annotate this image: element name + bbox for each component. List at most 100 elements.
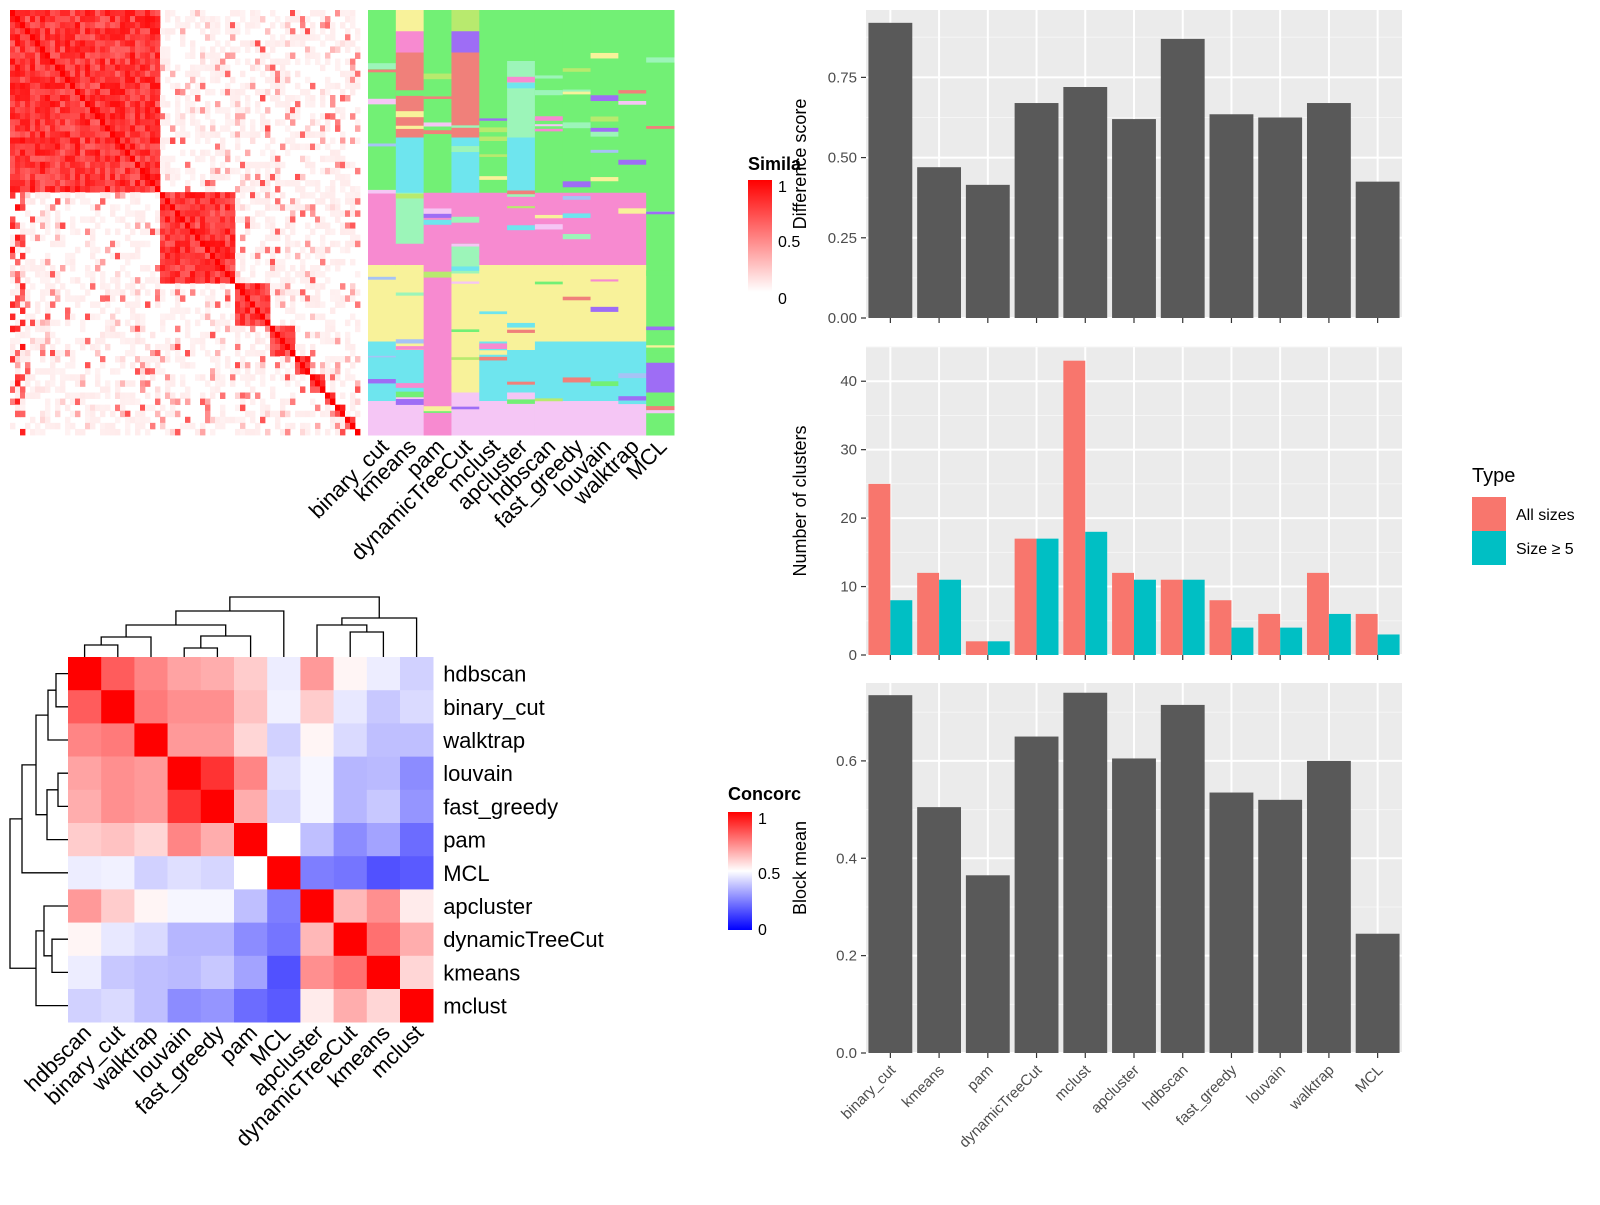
similarity-cell (155, 362, 161, 369)
similarity-cell (45, 149, 51, 157)
similarity-cell (265, 28, 271, 35)
concordance-cell (101, 889, 135, 923)
similarity-cell (150, 113, 156, 120)
similarity-cell (335, 374, 341, 381)
similarity-cell (195, 192, 201, 199)
similarity-cell (325, 76, 331, 84)
similarity-cell (205, 410, 211, 418)
similarity-cell (305, 131, 311, 138)
concordance-cell (101, 955, 135, 990)
similarity-cell (145, 58, 151, 66)
similarity-cell (110, 58, 116, 66)
similarity-cell (165, 240, 171, 248)
similarity-cell (350, 283, 356, 290)
similarity-cell (90, 180, 96, 187)
cluster-type-legend: Type All sizes Size ≥ 5 (1472, 465, 1575, 565)
similarity-cell (60, 46, 66, 53)
similarity-cell (120, 186, 126, 193)
similarity-cell (155, 119, 161, 126)
similarity-cell (120, 180, 126, 187)
similarity-cell (105, 192, 111, 199)
concordance-cell (300, 690, 334, 724)
similarity-cell (320, 192, 326, 199)
similarity-cell (190, 246, 196, 254)
similarity-cell (305, 16, 311, 23)
similarity-cell (170, 222, 176, 229)
similarity-cell (40, 40, 46, 47)
similarity-cell (140, 265, 146, 272)
similarity-cell (260, 295, 266, 302)
cluster-segment (646, 392, 675, 436)
similarity-cell (40, 173, 46, 181)
similarity-cell (240, 216, 246, 223)
similarity-cell (120, 22, 126, 29)
similarity-cell (65, 58, 71, 66)
similarity-cell (280, 337, 286, 345)
similarity-cell (290, 398, 296, 406)
similarity-cell (15, 10, 21, 17)
similarity-cell (155, 137, 161, 144)
similarity-cell (180, 40, 186, 47)
similarity-cell (25, 70, 31, 78)
similarity-cell (120, 356, 126, 363)
similarity-cell (50, 362, 56, 369)
similarity-cell (340, 380, 346, 387)
similarity-cell (50, 173, 56, 181)
similarity-cell (135, 76, 141, 84)
similarity-cell (35, 82, 41, 90)
similarity-cell (305, 252, 311, 260)
similarity-cell (15, 386, 21, 393)
concordance-cell (366, 690, 401, 724)
legend-swatch-size-5 (1472, 531, 1506, 565)
similarity-cell (60, 368, 66, 375)
similarity-cell (170, 82, 176, 90)
similarity-cell (90, 216, 96, 223)
similarity-cell (350, 113, 356, 120)
similarity-cell (15, 301, 21, 308)
similarity-cell (340, 295, 346, 302)
similarity-cell (120, 10, 126, 17)
similarity-cell (330, 289, 336, 296)
similarity-cell (45, 368, 51, 375)
similarity-cell (65, 22, 71, 29)
similarity-cell (345, 374, 351, 381)
similarity-cell (20, 410, 26, 418)
similarity-cell (20, 70, 26, 78)
similarity-cell (335, 362, 341, 369)
similarity-cell (45, 113, 51, 120)
similarity-cell (325, 228, 331, 236)
cluster-stripe (479, 356, 508, 361)
similarity-method-labels: binary_cutkmeanspamdynamicTreeCutmclusta… (304, 434, 672, 565)
similarity-cell (220, 392, 226, 399)
similarity-cell (210, 28, 216, 35)
similarity-cell (340, 404, 346, 412)
similarity-cell (130, 76, 136, 84)
similarity-cell (30, 95, 36, 102)
similarity-cell (175, 88, 181, 96)
similarity-cell (225, 252, 231, 260)
similarity-cell (180, 204, 186, 211)
similarity-cell (255, 180, 261, 187)
similarity-cell (205, 186, 211, 193)
similarity-cell (120, 28, 126, 35)
similarity-cell (270, 40, 276, 47)
similarity-cell (10, 386, 16, 393)
similarity-cell (300, 210, 306, 217)
similarity-cell (290, 137, 296, 144)
similarity-cell (40, 167, 46, 175)
similarity-cell (280, 101, 286, 108)
similarity-cell (35, 131, 41, 138)
similarity-cell (335, 198, 341, 205)
similarity-cell (140, 186, 146, 193)
similarity-cell (130, 143, 136, 151)
similarity-cell (205, 222, 211, 229)
similarity-cell (230, 228, 236, 236)
concordance-cell (167, 723, 202, 757)
similarity-cell (70, 222, 76, 229)
similarity-cell (140, 88, 146, 96)
similarity-cell (200, 198, 206, 205)
similarity-cell (55, 422, 61, 430)
similarity-cell (265, 271, 271, 278)
concordance-cell (101, 756, 135, 791)
similarity-cell (95, 368, 101, 375)
